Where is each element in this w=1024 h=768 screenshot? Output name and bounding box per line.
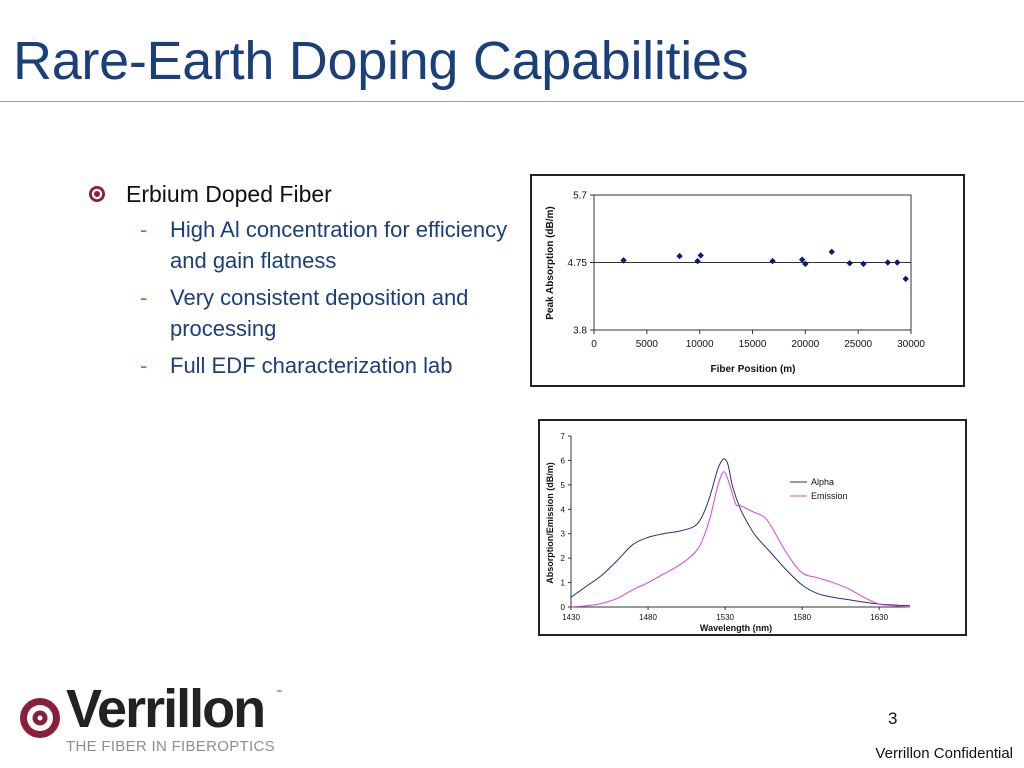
x-tick-label: 1480 [639, 613, 657, 622]
dash-icon: - [140, 285, 148, 310]
verrillon-logo: Verrillon ™ THE FIBER IN FIBEROPTICS [18, 679, 318, 759]
sub-bullet-item: - High Al concentration for efficiency an… [88, 214, 508, 276]
data-point [676, 252, 683, 260]
x-axis-label: Wavelength (nm) [700, 623, 772, 633]
y-tick-label: 4 [561, 505, 566, 514]
emission-series-line [570, 471, 911, 608]
data-point [902, 275, 909, 283]
spectrum-line-chart: 0 1 2 3 4 5 6 7 1430 1480 1530 1580 1630 Alpha Emiss… [538, 419, 967, 636]
data-point [694, 257, 701, 265]
x-tick-label: 15000 [739, 339, 767, 350]
data-point [846, 260, 853, 267]
y-axis-label: Absorption/Emission (dB/m) [545, 462, 555, 584]
y-tick-label: 4.75 [568, 258, 588, 269]
sub-bullet-text: Very consistent deposition and processin… [170, 285, 469, 341]
x-axis-label: Fiber Position (m) [711, 364, 796, 375]
y-tick-label: 3.8 [573, 326, 587, 337]
data-point [894, 259, 901, 266]
x-tick-label: 25000 [844, 339, 872, 350]
sub-bullet-text: High Al concentration for efficiency and… [170, 217, 508, 273]
data-point [798, 256, 806, 263]
x-tick-label: 10000 [686, 339, 714, 350]
data-point [769, 257, 776, 265]
dash-icon: - [140, 353, 148, 378]
logo-trademark: ™ [276, 690, 282, 696]
logo-wordmark: Verrillon [66, 679, 266, 739]
absorption-scatter-chart: 3.8 4.75 5.7 0 5000 10000 15000 20000 25000 30000… [530, 174, 965, 387]
data-point [860, 260, 867, 268]
y-tick-label: 5.7 [573, 191, 587, 202]
chart-legend: Alpha Emission [785, 473, 860, 505]
y-axis-label: Peak Absorption (dB/m) [545, 206, 556, 320]
circle-bullet-icon [89, 186, 105, 202]
x-tick-label: 1530 [716, 613, 734, 622]
page-number: 3 [888, 709, 898, 728]
data-point [620, 257, 627, 264]
data-point [828, 248, 835, 256]
slide-title: Rare-Earth Doping Capabilities [13, 31, 749, 91]
main-bullet-text: Erbium Doped Fiber [126, 181, 332, 207]
confidential-footer: Verrillon Confidential [875, 745, 1013, 762]
spectrum-line-svg: 0 1 2 3 4 5 6 7 1430 1480 1530 1580 1630 Alpha Emiss… [545, 432, 911, 633]
x-tick-label: 20000 [791, 339, 819, 350]
sub-bullet-item: - Very consistent deposition and processi… [88, 282, 508, 344]
x-tick-label: 1580 [793, 613, 811, 622]
y-tick-label: 6 [561, 456, 566, 465]
main-bullet: Erbium Doped Fiber [88, 178, 508, 210]
x-tick-label: 1430 [562, 613, 580, 622]
x-tick-label: 0 [591, 339, 597, 350]
legend-alpha-label: Alpha [811, 477, 834, 487]
alpha-series-line [570, 458, 911, 607]
sub-bullet-text: Full EDF characterization lab [170, 353, 453, 378]
y-tick-label: 3 [561, 530, 566, 539]
data-point [697, 252, 704, 259]
sub-bullet-list: - High Al concentration for efficiency an… [88, 214, 508, 381]
y-tick-label: 2 [561, 554, 566, 563]
logo-tagline: THE FIBER IN FIBEROPTICS [66, 738, 275, 755]
absorption-scatter-svg: 3.8 4.75 5.7 0 5000 10000 15000 20000 25000 30000… [545, 191, 925, 376]
x-tick-label: 30000 [897, 339, 925, 350]
y-tick-label: 0 [561, 603, 566, 612]
data-point [884, 259, 891, 266]
y-tick-label: 5 [561, 481, 566, 490]
legend-emission-label: Emission [811, 491, 848, 501]
verrillon-swirl-icon [20, 698, 60, 738]
bullet-list: Erbium Doped Fiber - High Al concentratio… [88, 178, 508, 387]
y-tick-label: 7 [561, 432, 566, 441]
title-divider [0, 101, 1024, 102]
y-tick-label: 1 [561, 579, 566, 588]
dash-icon: - [140, 217, 148, 242]
x-tick-label: 5000 [636, 339, 659, 350]
x-tick-label: 1630 [870, 613, 888, 622]
sub-bullet-item: - Full EDF characterization lab [88, 350, 508, 381]
